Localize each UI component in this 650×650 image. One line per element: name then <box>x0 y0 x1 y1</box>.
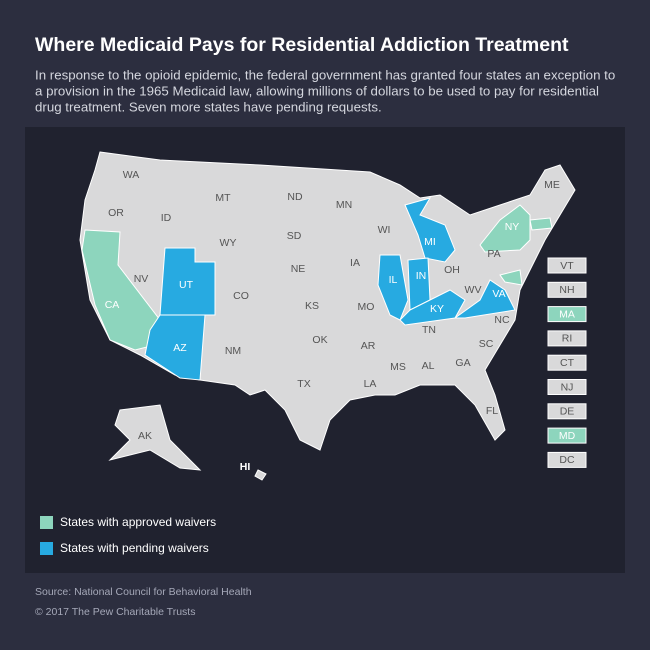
state-box <box>547 451 587 468</box>
state-label: PA <box>487 248 500 260</box>
state-label: AZ <box>173 342 187 354</box>
state-label: NH <box>559 284 574 296</box>
state-label: MD <box>559 430 576 442</box>
state-label: KS <box>305 300 319 312</box>
state-shape <box>453 279 516 319</box>
state-label: IL <box>389 274 398 286</box>
state-label: GA <box>455 357 470 369</box>
state-label: ME <box>544 179 560 191</box>
state-label: MN <box>336 199 352 211</box>
state-label: KY <box>430 303 444 315</box>
alaska-shape <box>108 404 202 471</box>
state-label: MS <box>390 361 406 373</box>
state-label: NJ <box>561 381 574 393</box>
state-label: SC <box>479 338 494 350</box>
state-label: AK <box>138 430 152 442</box>
state-label: FL <box>486 405 498 417</box>
hawaii-shape <box>254 469 267 481</box>
state-shape <box>144 314 206 381</box>
state-box <box>547 306 587 323</box>
state-label: WI <box>378 224 391 236</box>
state-label: VA <box>492 288 505 300</box>
state-label: CO <box>233 290 249 302</box>
state-shape <box>499 269 523 286</box>
state-label: LA <box>364 378 377 390</box>
legend-swatch <box>40 542 53 555</box>
state-box <box>547 281 587 298</box>
state-label: TN <box>422 324 436 336</box>
state-label: NC <box>494 314 510 326</box>
state-label: OR <box>108 207 124 219</box>
state-box <box>547 379 587 395</box>
subtitle-line: drug treatment. Seven more states have p… <box>35 100 382 115</box>
state-label: AR <box>361 340 376 352</box>
state-label: CA <box>105 299 120 311</box>
state-label: NE <box>291 263 306 275</box>
state-box <box>547 354 587 371</box>
state-label: UT <box>179 279 194 291</box>
state-label: AL <box>422 360 435 372</box>
state-shape <box>479 204 531 253</box>
subtitle-line: In response to the opioid epidemic, the … <box>35 68 615 83</box>
state-label: TX <box>297 378 310 390</box>
state-shape <box>529 217 553 231</box>
state-label: WA <box>123 169 140 181</box>
legend-label: States with approved waivers <box>60 515 216 529</box>
state-box <box>547 330 587 347</box>
state-label: VT <box>560 260 574 272</box>
state-label: ND <box>287 191 303 203</box>
state-shape <box>81 229 161 351</box>
source: Source: National Council for Behavioral … <box>35 586 252 598</box>
state-box <box>547 427 587 444</box>
state-shape <box>399 289 466 326</box>
state-label: OK <box>312 334 327 346</box>
state-label: NY <box>505 221 520 233</box>
state-label: IN <box>416 270 427 282</box>
state-label: NV <box>134 273 149 285</box>
state-label: WV <box>465 284 482 296</box>
state-label: IA <box>350 257 360 269</box>
state-label: CT <box>560 357 575 369</box>
copyright: © 2017 The Pew Charitable Trusts <box>35 606 195 618</box>
subtitle-line: a provision in the 1965 Medicaid law, al… <box>35 84 599 99</box>
state-label: MI <box>424 236 436 248</box>
legend-swatch <box>40 516 53 529</box>
state-label: OH <box>444 264 460 276</box>
state-label: WY <box>220 237 237 249</box>
title: Where Medicaid Pays for Residential Addi… <box>35 34 569 56</box>
state-label: MT <box>215 192 231 204</box>
state-label: DE <box>560 406 575 418</box>
state-label: NM <box>225 345 241 357</box>
state-label: HI <box>240 461 251 473</box>
state-box <box>547 257 587 274</box>
state-label: MA <box>559 308 575 320</box>
state-shape <box>404 197 456 263</box>
state-label: MO <box>358 301 375 313</box>
state-label: RI <box>562 333 573 345</box>
state-label: SD <box>287 230 302 242</box>
state-label: DC <box>559 454 575 466</box>
state-box <box>547 403 587 420</box>
state-label: ID <box>161 212 172 224</box>
legend-label: States with pending waivers <box>60 541 209 555</box>
